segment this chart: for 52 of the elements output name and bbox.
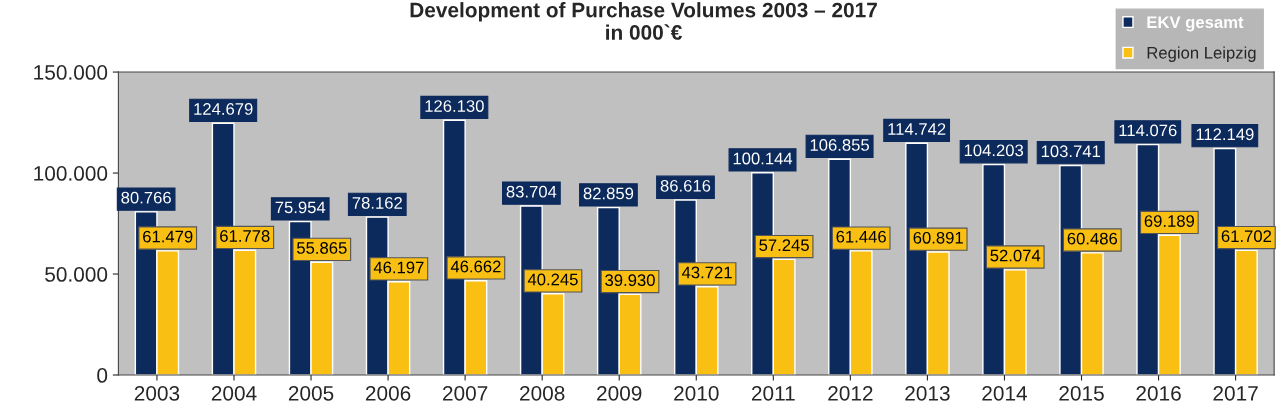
y-tick-label: 100.000 bbox=[34, 166, 108, 181]
data-label: 46.197 bbox=[373, 261, 424, 274]
data-label: 78.162 bbox=[352, 197, 402, 209]
data-label: 103.741 bbox=[1041, 145, 1101, 158]
data-label: 69.189 bbox=[1144, 215, 1195, 227]
data-label: 61.778 bbox=[220, 230, 270, 242]
data-label: 61.446 bbox=[836, 230, 886, 243]
data-label: 40.245 bbox=[527, 273, 578, 286]
data-label: 114.742 bbox=[888, 123, 946, 135]
x-tick-label: 2011 bbox=[751, 385, 795, 401]
data-label: 43.721 bbox=[681, 266, 732, 279]
x-tick-label: 2004 bbox=[211, 385, 257, 401]
data-label: 106.855 bbox=[810, 139, 869, 151]
y-tick-label: 0 bbox=[97, 368, 108, 383]
data-label: 57.245 bbox=[759, 239, 809, 252]
data-label: 114.076 bbox=[1119, 124, 1177, 137]
y-tick-label: 50.000 bbox=[45, 267, 108, 282]
data-label: 126.130 bbox=[425, 100, 484, 112]
x-tick-label: 2006 bbox=[365, 385, 411, 401]
data-label: 61.479 bbox=[143, 230, 193, 243]
data-label: 104.203 bbox=[964, 144, 1024, 157]
legend-label: EKV gesamt bbox=[1147, 16, 1244, 32]
x-tick-label: 2015 bbox=[1059, 385, 1104, 401]
chart-title: Development of Purchase Volumes 2003 – 2017 in 000`€ bbox=[410, 2, 877, 40]
data-label: 83.704 bbox=[506, 185, 557, 198]
data-label: 124.679 bbox=[194, 103, 253, 115]
data-label: 86.616 bbox=[660, 179, 711, 192]
x-tick-label: 2003 bbox=[134, 385, 180, 401]
x-tick-label: 2017 bbox=[1213, 385, 1258, 401]
data-label: 39.930 bbox=[605, 274, 655, 287]
data-label: 60.486 bbox=[1067, 232, 1118, 245]
x-tick-label: 2016 bbox=[1136, 385, 1181, 401]
x-tick-label: 2014 bbox=[982, 385, 1028, 401]
data-label: 52.074 bbox=[990, 249, 1041, 262]
y-tick-label: 150.000 bbox=[34, 65, 108, 80]
x-tick-label: 2010 bbox=[674, 385, 719, 401]
data-label: 80.766 bbox=[121, 191, 171, 204]
data-label: 112.149 bbox=[1196, 128, 1254, 141]
data-label: 46.662 bbox=[450, 260, 501, 273]
x-tick-label: 2007 bbox=[443, 385, 488, 401]
x-tick-label: 2012 bbox=[828, 385, 873, 401]
data-label: 60.891 bbox=[913, 231, 963, 244]
x-tick-label: 2008 bbox=[520, 385, 565, 401]
x-tick-label: 2013 bbox=[905, 385, 950, 401]
data-label: 100.144 bbox=[733, 152, 793, 165]
data-label: 55.865 bbox=[296, 242, 347, 254]
data-label: 61.702 bbox=[1221, 230, 1272, 243]
x-tick-label: 2009 bbox=[597, 385, 642, 401]
data-label: 75.954 bbox=[275, 201, 326, 214]
legend-label: Region Leipzig bbox=[1147, 46, 1256, 62]
x-tick-label: 2005 bbox=[288, 385, 334, 401]
data-label: 82.859 bbox=[583, 187, 634, 200]
